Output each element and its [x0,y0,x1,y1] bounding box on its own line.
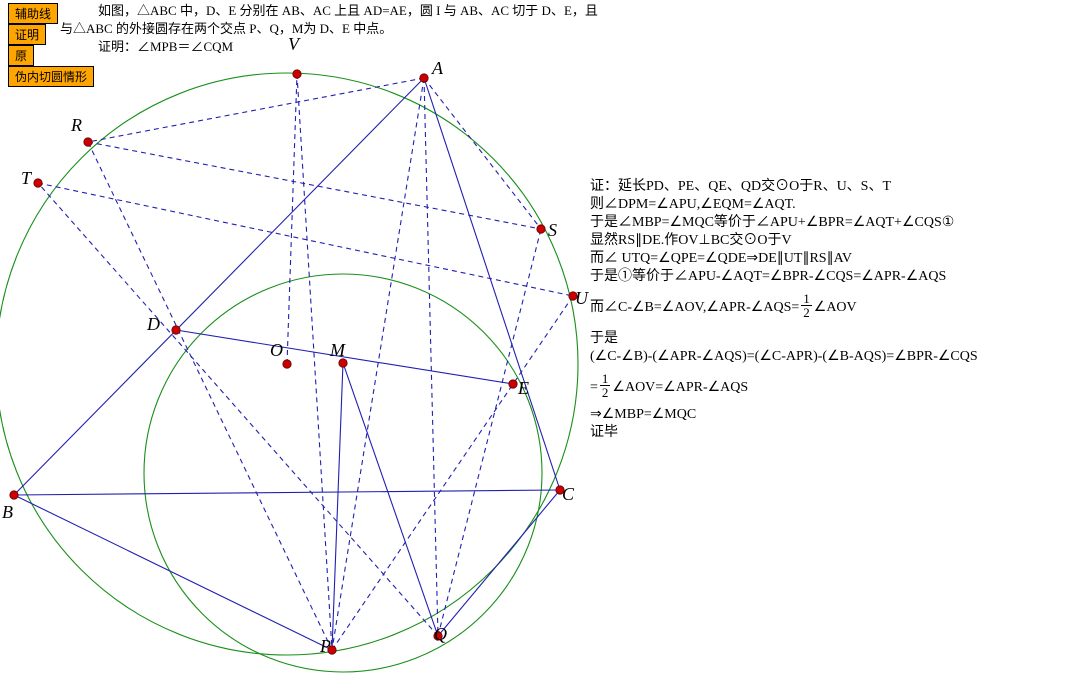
point-label-U: U [575,288,588,309]
point-label-O: O [270,340,283,361]
point-label-D: D [147,314,160,335]
point-label-E: E [518,378,529,399]
point-label-A: A [432,58,443,79]
point-label-P: P [320,636,331,657]
point-label-V: V [288,34,299,55]
point-label-B: B [2,502,13,523]
point-label-T: T [21,168,31,189]
point-label-Q: Q [434,624,447,645]
point-label-M: M [330,340,345,361]
point-label-C: C [562,484,574,505]
point-label-S: S [548,220,557,241]
geometry-figure [0,0,1078,673]
point-label-R: R [71,115,82,136]
